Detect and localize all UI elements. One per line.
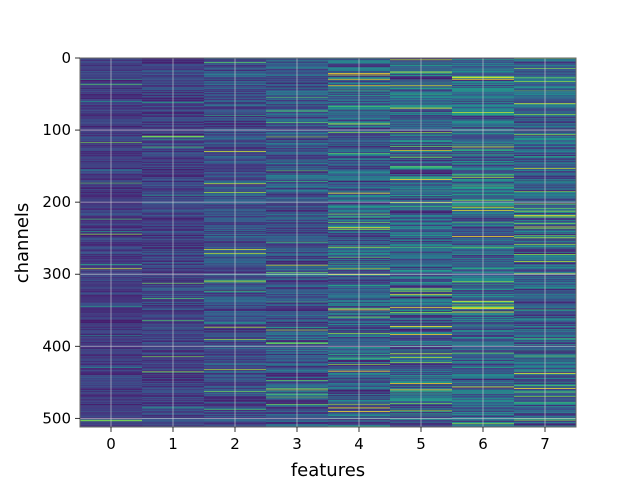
x-axis-label: features: [291, 460, 365, 480]
y-tick-label-200: 200: [42, 193, 71, 211]
heatmap-cells: [80, 58, 577, 428]
x-tick-label-1: 1: [168, 435, 178, 453]
y-tick-label-0: 0: [61, 49, 71, 67]
y-axis-ticks: 0 100 200 300 400 500: [42, 49, 80, 427]
x-tick-label-7: 7: [540, 435, 550, 453]
y-tick-label-300: 300: [42, 265, 71, 283]
x-tick-label-4: 4: [354, 435, 364, 453]
x-tick-label-5: 5: [416, 435, 426, 453]
x-tick-label-2: 2: [230, 435, 240, 453]
y-tick-label-400: 400: [42, 337, 71, 355]
x-axis-ticks: 0 1 2 3 4 5 6 7: [106, 427, 550, 453]
y-tick-label-100: 100: [42, 121, 71, 139]
plot-frame: [79, 57, 577, 428]
y-axis-label: channels: [12, 203, 33, 284]
y-tick-label-500: 500: [42, 409, 71, 427]
x-tick-label-0: 0: [106, 435, 116, 453]
x-tick-label-6: 6: [478, 435, 488, 453]
grid-lines: [80, 57, 576, 427]
x-tick-label-3: 3: [292, 435, 302, 453]
